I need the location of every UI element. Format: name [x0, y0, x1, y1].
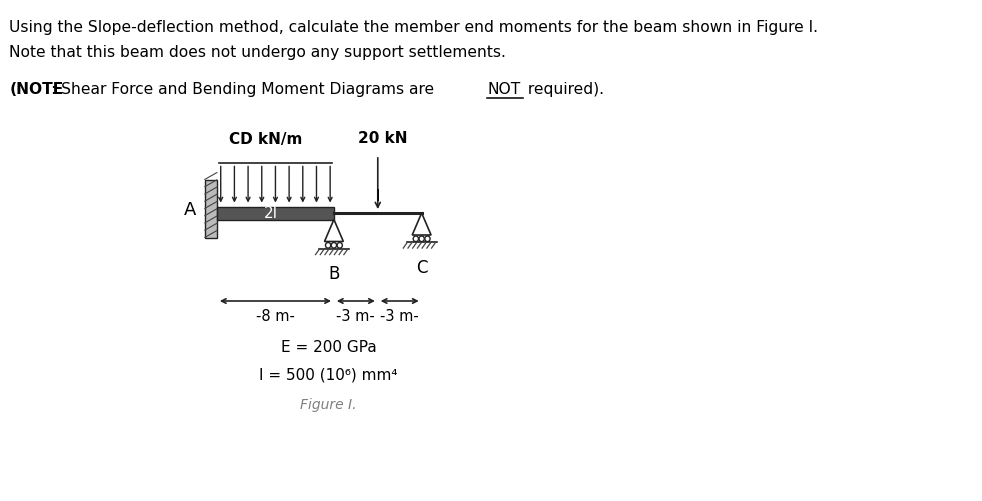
Text: I: I: [375, 188, 380, 203]
Polygon shape: [217, 207, 334, 220]
Text: A: A: [184, 200, 196, 218]
Text: 2I: 2I: [263, 206, 278, 221]
Polygon shape: [412, 213, 431, 235]
Text: 20 kN: 20 kN: [357, 131, 408, 146]
Text: B: B: [328, 265, 340, 283]
Circle shape: [325, 243, 331, 248]
Text: Note that this beam does not undergo any support settlements.: Note that this beam does not undergo any…: [10, 45, 507, 60]
Text: : Shear Force and Bending Moment Diagrams are: : Shear Force and Bending Moment Diagram…: [51, 82, 439, 97]
Text: CD kN/m: CD kN/m: [230, 132, 302, 147]
Text: I = 500 (10⁶) mm⁴: I = 500 (10⁶) mm⁴: [259, 367, 398, 382]
Polygon shape: [324, 220, 344, 242]
Circle shape: [419, 236, 424, 242]
Circle shape: [337, 243, 343, 248]
Polygon shape: [204, 180, 217, 238]
Text: (NOTE: (NOTE: [10, 82, 64, 97]
Text: Using the Slope-deflection method, calculate the member end moments for the beam: Using the Slope-deflection method, calcu…: [10, 20, 818, 35]
Text: C: C: [416, 258, 427, 276]
Circle shape: [425, 236, 430, 242]
Text: -8 m-: -8 m-: [256, 309, 295, 323]
Text: -3 m-: -3 m-: [380, 309, 419, 323]
Text: NOT: NOT: [487, 82, 520, 97]
Text: E = 200 GPa: E = 200 GPa: [281, 339, 377, 354]
Circle shape: [331, 243, 337, 248]
Text: -3 m-: -3 m-: [337, 309, 375, 323]
Text: Figure I.: Figure I.: [300, 397, 357, 411]
Circle shape: [413, 236, 418, 242]
Text: required).: required).: [523, 82, 604, 97]
